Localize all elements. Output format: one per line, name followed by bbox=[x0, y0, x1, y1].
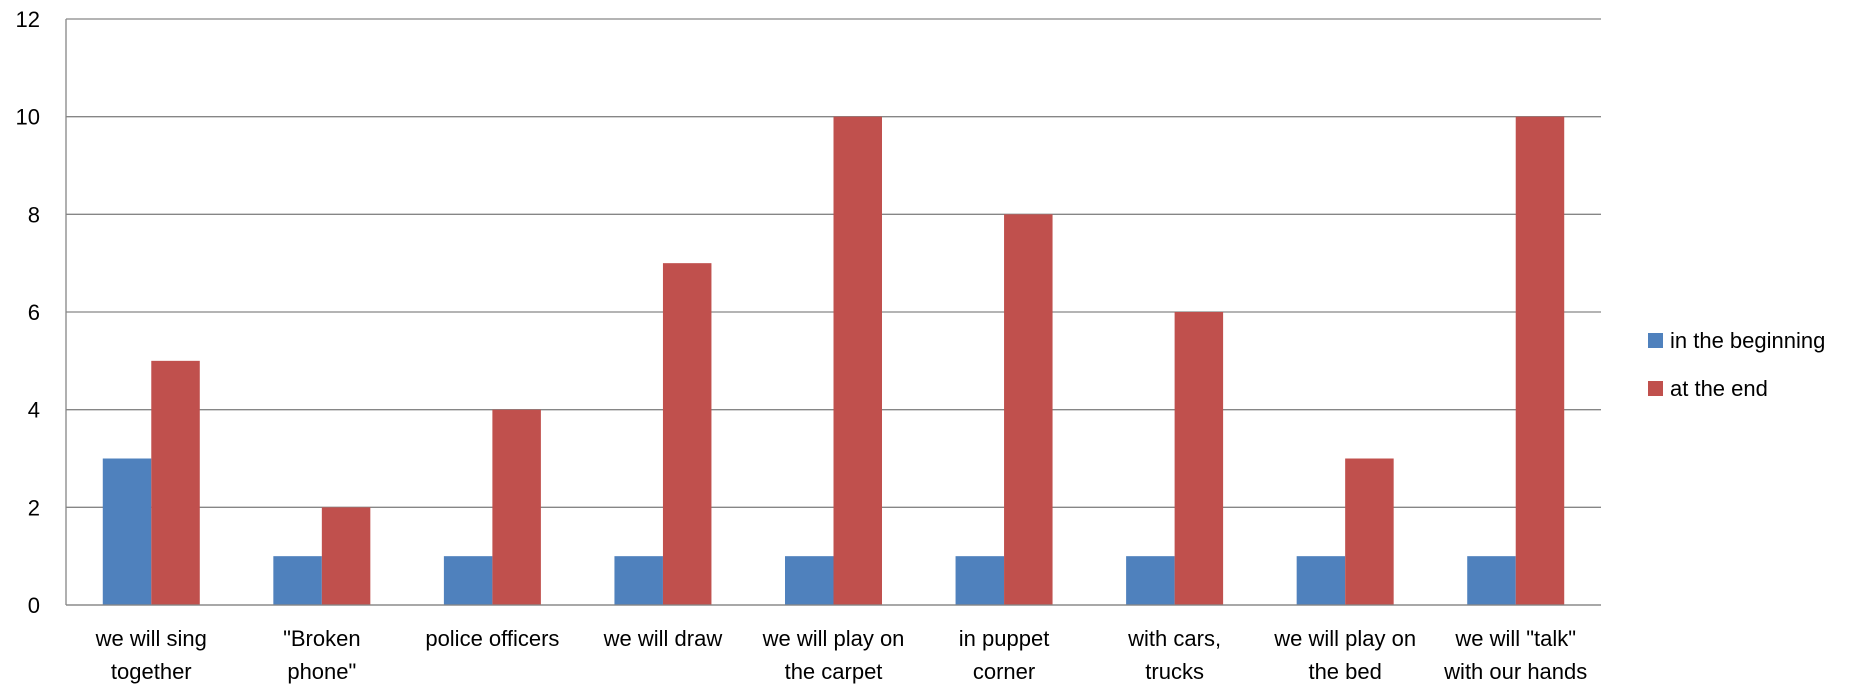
y-axis: 0 2 4 6 8 10 12 bbox=[16, 7, 67, 618]
x-tick-label-line: we will sing bbox=[95, 626, 207, 651]
bar-0-7 bbox=[1296, 556, 1346, 605]
bar-1-3 bbox=[662, 263, 712, 605]
x-tick-label-line: "Broken bbox=[283, 626, 361, 651]
y-tick-label: 10 bbox=[16, 105, 40, 130]
x-tick-label-line: corner bbox=[973, 659, 1035, 684]
x-tick-label-line: we will "talk" bbox=[1454, 626, 1576, 651]
x-tick-label-line: phone" bbox=[287, 659, 356, 684]
x-tick-label: with cars, trucks bbox=[1127, 626, 1221, 684]
legend-label: in the beginning bbox=[1670, 328, 1825, 353]
y-tick-label: 0 bbox=[28, 593, 40, 618]
x-tick-label: we will "talk" with our hands bbox=[1443, 626, 1587, 684]
x-tick-label: in puppet corner bbox=[959, 626, 1050, 684]
x-tick-label-line: the carpet bbox=[785, 659, 883, 684]
legend-swatch bbox=[1648, 381, 1663, 396]
x-tick-label: we will play on the bed bbox=[1273, 626, 1416, 684]
bar-1-0 bbox=[151, 360, 200, 605]
x-tick-label: we will sing together bbox=[95, 626, 207, 684]
legend-swatch bbox=[1648, 333, 1663, 348]
bar-0-6 bbox=[1126, 556, 1175, 605]
bars bbox=[102, 116, 1565, 606]
bar-0-4 bbox=[785, 556, 834, 605]
x-tick-label-line: trucks bbox=[1145, 659, 1204, 684]
legend: in the beginning at the end bbox=[1648, 328, 1825, 401]
y-tick-label: 6 bbox=[28, 300, 40, 325]
legend-label: at the end bbox=[1670, 376, 1768, 401]
y-tick-label: 2 bbox=[28, 495, 40, 520]
bar-1-2 bbox=[492, 409, 541, 605]
bar-0-5 bbox=[955, 556, 1005, 605]
x-tick-label-line: we will play on bbox=[762, 626, 905, 651]
x-tick-label: we will play on the carpet bbox=[762, 626, 905, 684]
bar-1-1 bbox=[321, 507, 371, 605]
bar-0-0 bbox=[102, 458, 152, 605]
bar-1-8 bbox=[1515, 116, 1565, 606]
x-tick-label-line: police officers bbox=[425, 626, 559, 651]
y-tick-label: 12 bbox=[16, 7, 40, 32]
bar-1-4 bbox=[833, 116, 882, 606]
x-tick-label-line: we will play on bbox=[1273, 626, 1416, 651]
x-tick-label: police officers bbox=[425, 626, 559, 651]
x-tick-label: we will draw bbox=[603, 626, 723, 651]
x-tick-label: "Broken phone" bbox=[283, 626, 361, 684]
x-tick-label-line: with cars, bbox=[1127, 626, 1221, 651]
bar-0-2 bbox=[443, 556, 493, 605]
bar-0-3 bbox=[614, 556, 663, 605]
bar-1-5 bbox=[1004, 214, 1053, 606]
bar-1-7 bbox=[1345, 458, 1394, 605]
bar-0-8 bbox=[1467, 556, 1516, 605]
y-tick-label: 8 bbox=[28, 202, 40, 227]
bar-1-6 bbox=[1174, 312, 1224, 605]
y-tick-label: 4 bbox=[28, 398, 40, 423]
x-tick-label-line: together bbox=[111, 659, 192, 684]
x-axis: we will sing together "Broken phone" police … bbox=[66, 604, 1601, 684]
x-tick-label-line: we will draw bbox=[603, 626, 723, 651]
x-tick-label-line: in puppet bbox=[959, 626, 1050, 651]
bar-0-1 bbox=[273, 556, 322, 605]
x-tick-label-line: the bed bbox=[1308, 659, 1381, 684]
x-tick-label-line: with our hands bbox=[1443, 659, 1587, 684]
